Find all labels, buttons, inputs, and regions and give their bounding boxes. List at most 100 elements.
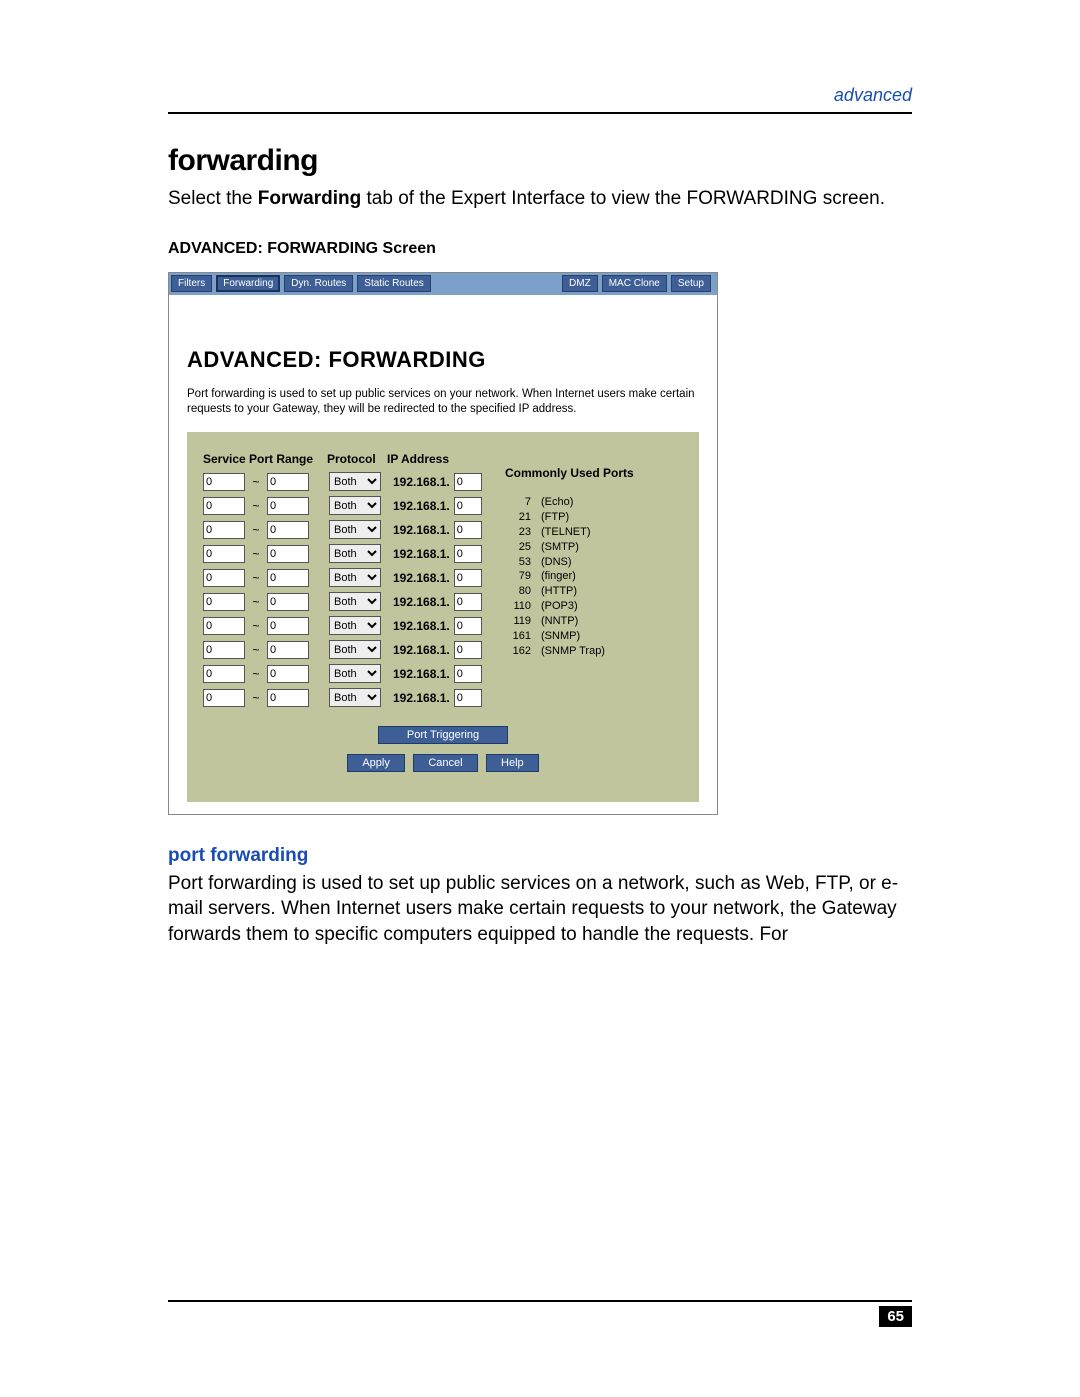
ip-prefix-label: 192.168.1.: [393, 667, 450, 681]
tab-forwarding[interactable]: Forwarding: [216, 275, 280, 292]
common-ports-panel: Commonly Used Ports 7(Echo)21(FTP)23(TEL…: [505, 452, 645, 659]
common-port-number: 23: [505, 525, 541, 540]
port-to-input[interactable]: [267, 545, 309, 563]
common-port-name: (SMTP): [541, 540, 579, 555]
protocol-select[interactable]: Both: [329, 496, 381, 515]
document-page: advanced forwarding Select the Forwardin…: [0, 0, 1080, 1397]
common-port-number: 162: [505, 644, 541, 659]
protocol-select[interactable]: Both: [329, 472, 381, 491]
forwarding-row: ~ Both 192.168.1.: [203, 518, 487, 542]
protocol-select[interactable]: Both: [329, 616, 381, 635]
port-to-input[interactable]: [267, 641, 309, 659]
cancel-button[interactable]: Cancel: [413, 754, 477, 772]
ip-suffix-input[interactable]: [454, 521, 482, 539]
port-from-input[interactable]: [203, 641, 245, 659]
ip-suffix-input[interactable]: [454, 665, 482, 683]
tab-dyn-routes[interactable]: Dyn. Routes: [284, 275, 353, 292]
protocol-select[interactable]: Both: [329, 568, 381, 587]
tab-dmz[interactable]: DMZ: [562, 275, 598, 292]
port-to-input[interactable]: [267, 593, 309, 611]
common-port-number: 110: [505, 599, 541, 614]
ip-prefix-label: 192.168.1.: [393, 475, 450, 489]
port-to-input[interactable]: [267, 473, 309, 491]
footer-rule: [168, 1300, 912, 1302]
range-separator: ~: [249, 643, 263, 657]
protocol-select[interactable]: Both: [329, 664, 381, 683]
common-port-name: (POP3): [541, 599, 578, 614]
range-separator: ~: [249, 547, 263, 561]
range-separator: ~: [249, 571, 263, 585]
port-to-input[interactable]: [267, 689, 309, 707]
ip-prefix-label: 192.168.1.: [393, 547, 450, 561]
tab-filters[interactable]: Filters: [171, 275, 212, 292]
common-port-number: 25: [505, 540, 541, 555]
ip-prefix-label: 192.168.1.: [393, 523, 450, 537]
ip-suffix-input[interactable]: [454, 497, 482, 515]
page-number: 65: [879, 1306, 912, 1327]
tab-mac-clone[interactable]: MAC Clone: [602, 275, 667, 292]
port-from-input[interactable]: [203, 497, 245, 515]
port-from-input[interactable]: [203, 521, 245, 539]
common-port-number: 119: [505, 614, 541, 629]
tab-setup[interactable]: Setup: [671, 275, 711, 292]
tab-static-routes[interactable]: Static Routes: [357, 275, 430, 292]
apply-button[interactable]: Apply: [347, 754, 405, 772]
range-separator: ~: [249, 667, 263, 681]
forwarding-row: ~Both192.168.1.: [203, 638, 487, 662]
port-triggering-button[interactable]: Port Triggering: [378, 726, 508, 744]
protocol-select[interactable]: Both: [329, 592, 381, 611]
common-port-row: 7(Echo): [505, 495, 645, 510]
ip-prefix-label: 192.168.1.: [393, 691, 450, 705]
intro-paragraph: Select the Forwarding tab of the Expert …: [168, 186, 912, 212]
port-to-input[interactable]: [267, 665, 309, 683]
common-port-row: 23(TELNET): [505, 525, 645, 540]
ip-suffix-input[interactable]: [454, 641, 482, 659]
port-from-input[interactable]: [203, 617, 245, 635]
protocol-select[interactable]: Both: [329, 640, 381, 659]
forwarding-row: ~ Both 192.168.1.: [203, 662, 487, 686]
port-to-input[interactable]: [267, 497, 309, 515]
forwarding-row: ~ Both 192.168.1.: [203, 470, 487, 494]
ip-suffix-input[interactable]: [454, 545, 482, 563]
ip-suffix-input[interactable]: [454, 569, 482, 587]
forwarding-screenshot: FiltersForwardingDyn. RoutesStatic Route…: [168, 272, 718, 815]
common-port-number: 21: [505, 510, 541, 525]
port-from-input[interactable]: [203, 569, 245, 587]
common-port-row: 53(DNS): [505, 555, 645, 570]
protocol-select[interactable]: Both: [329, 520, 381, 539]
port-to-input[interactable]: [267, 521, 309, 539]
protocol-select[interactable]: Both: [329, 544, 381, 563]
ip-suffix-input[interactable]: [454, 689, 482, 707]
ip-suffix-input[interactable]: [454, 617, 482, 635]
common-port-name: (DNS): [541, 555, 572, 570]
port-from-input[interactable]: [203, 593, 245, 611]
port-from-input[interactable]: [203, 689, 245, 707]
forwarding-row: ~ Both 192.168.1.: [203, 542, 487, 566]
forwarding-row: ~Both192.168.1.: [203, 494, 487, 518]
port-from-input[interactable]: [203, 473, 245, 491]
common-port-name: (TELNET): [541, 525, 591, 540]
ip-prefix-label: 192.168.1.: [393, 499, 450, 513]
help-button[interactable]: Help: [486, 754, 539, 772]
port-from-input[interactable]: [203, 545, 245, 563]
protocol-select[interactable]: Both: [329, 688, 381, 707]
forwarding-table: Service Port Range Protocol IP Address ~…: [203, 452, 487, 710]
page-footer: 65: [168, 1300, 912, 1327]
port-to-input[interactable]: [267, 617, 309, 635]
forwarding-row: ~Both192.168.1.: [203, 566, 487, 590]
port-to-input[interactable]: [267, 569, 309, 587]
button-row: Port Triggering Apply Cancel Help: [203, 724, 683, 774]
common-port-name: (HTTP): [541, 584, 577, 599]
range-separator: ~: [249, 691, 263, 705]
common-port-row: 25(SMTP): [505, 540, 645, 555]
tab-bar: FiltersForwardingDyn. RoutesStatic Route…: [169, 273, 717, 295]
ip-suffix-input[interactable]: [454, 473, 482, 491]
port-from-input[interactable]: [203, 665, 245, 683]
intro-text-pre: Select the: [168, 188, 258, 209]
ip-suffix-input[interactable]: [454, 593, 482, 611]
common-port-name: (finger): [541, 569, 576, 584]
subsection-body: Port forwarding is used to set up public…: [168, 871, 912, 948]
forwarding-row: ~Both192.168.1.: [203, 590, 487, 614]
range-separator: ~: [249, 475, 263, 489]
range-separator: ~: [249, 523, 263, 537]
